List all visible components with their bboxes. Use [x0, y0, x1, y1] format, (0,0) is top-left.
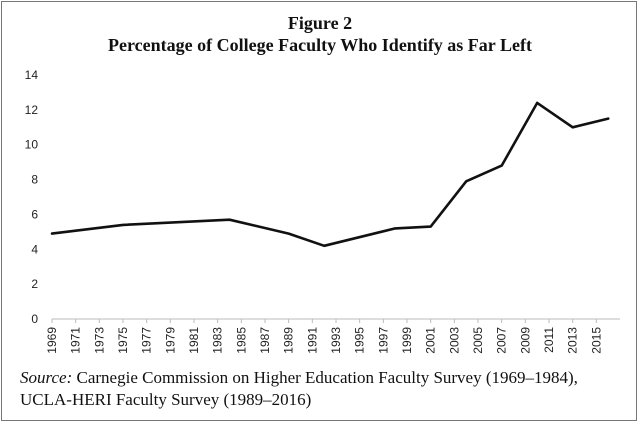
source-label: Source: — [20, 368, 73, 387]
x-tick-label: 1991 — [305, 327, 319, 354]
figure-number: Figure 2 — [287, 13, 353, 33]
figure-title: Figure 2 Percentage of College Faculty W… — [2, 12, 638, 56]
x-tick-label: 2001 — [424, 327, 438, 354]
y-tick-label: 14 — [25, 68, 39, 82]
x-tick-label: 1981 — [187, 327, 201, 354]
x-axis: 1969 1971 1973 1975 1977 1979 1981 1983 1985 1987… — [45, 319, 603, 354]
source-note: Source: Carnegie Commission on Higher Ed… — [20, 367, 630, 411]
y-tick-label: 8 — [31, 173, 38, 187]
line-chart: 0 2 4 6 8 10 12 14 1969 1971 1973 1975 1977 1979 1981… — [25, 68, 620, 354]
x-tick-label: 1985 — [234, 327, 248, 354]
x-tick-label: 2013 — [566, 327, 580, 354]
x-tick-label: 1987 — [258, 327, 272, 354]
y-tick-label: 10 — [25, 138, 39, 152]
y-tick-label: 4 — [31, 242, 38, 256]
x-tick-label: 1973 — [92, 327, 106, 354]
source-text-1: Carnegie Commission on Higher Education … — [72, 368, 578, 387]
x-tick-label: 2009 — [518, 327, 532, 354]
x-tick-label: 2011 — [542, 327, 556, 353]
y-tick-label: 2 — [31, 277, 38, 291]
x-tick-label: 2015 — [589, 327, 603, 354]
x-tick-label: 2003 — [447, 327, 461, 354]
chart-title: Percentage of College Faculty Who Identi… — [108, 35, 532, 55]
x-tick-label: 1983 — [211, 327, 225, 354]
y-tick-label: 0 — [31, 312, 38, 326]
x-tick-label: 1979 — [163, 327, 177, 354]
series-layer — [50, 101, 610, 248]
y-axis: 0 2 4 6 8 10 12 14 — [25, 68, 39, 326]
x-tick-label: 1995 — [353, 327, 367, 354]
x-tick-label: 1975 — [116, 327, 130, 354]
x-tick-label: 1999 — [400, 327, 414, 354]
x-tick-label: 1989 — [282, 327, 296, 354]
series-line — [50, 101, 610, 248]
x-tick-label: 2005 — [471, 327, 485, 354]
x-tick-label: 1969 — [45, 327, 59, 354]
y-tick-label: 6 — [31, 207, 38, 221]
y-tick-label: 12 — [25, 103, 39, 117]
x-tick-label: 1997 — [376, 327, 390, 354]
x-tick-label: 1993 — [329, 327, 343, 354]
x-tick-label: 2007 — [495, 327, 509, 354]
x-tick-label: 1977 — [140, 327, 154, 354]
source-text-2: UCLA-HERI Faculty Survey (1989–2016) — [20, 390, 312, 409]
x-tick-label: 1971 — [69, 327, 83, 354]
